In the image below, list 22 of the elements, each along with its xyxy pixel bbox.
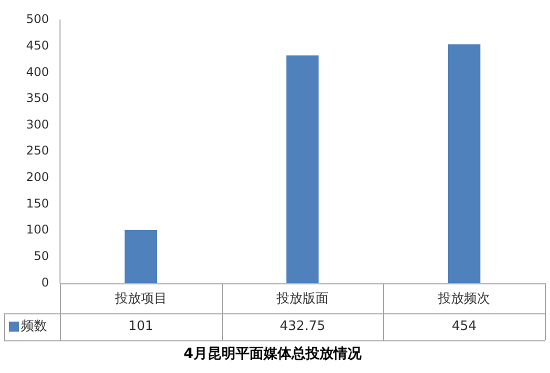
x-tick-label: 投放频次 <box>437 291 490 306</box>
y-tick-label: 150 <box>26 196 49 210</box>
y-tick-label: 250 <box>26 144 49 158</box>
data-label: 454 <box>452 319 477 334</box>
y-tick-label: 450 <box>26 38 49 52</box>
y-tick-label: 200 <box>26 170 49 184</box>
x-tick-label: 投放版面 <box>276 291 328 306</box>
data-label: 101 <box>128 319 154 334</box>
x-tick-label: 投放项目 <box>114 291 167 306</box>
y-tick-label: 300 <box>26 117 49 132</box>
bar <box>124 230 157 284</box>
data-label: 432.75 <box>280 319 326 334</box>
y-tick-label: 0 <box>41 275 49 290</box>
y-tick-label: 400 <box>26 64 49 79</box>
y-tick-label: 100 <box>26 222 49 237</box>
y-tick-label: 50 <box>34 249 49 264</box>
text: 4月昆明平面媒体总投放情况 <box>184 346 362 362</box>
legend-label: 频数 <box>21 319 47 334</box>
bar <box>448 44 480 284</box>
y-tick-label: 350 <box>26 91 49 106</box>
bar <box>286 55 319 284</box>
y-tick-label: 500 <box>26 12 49 26</box>
